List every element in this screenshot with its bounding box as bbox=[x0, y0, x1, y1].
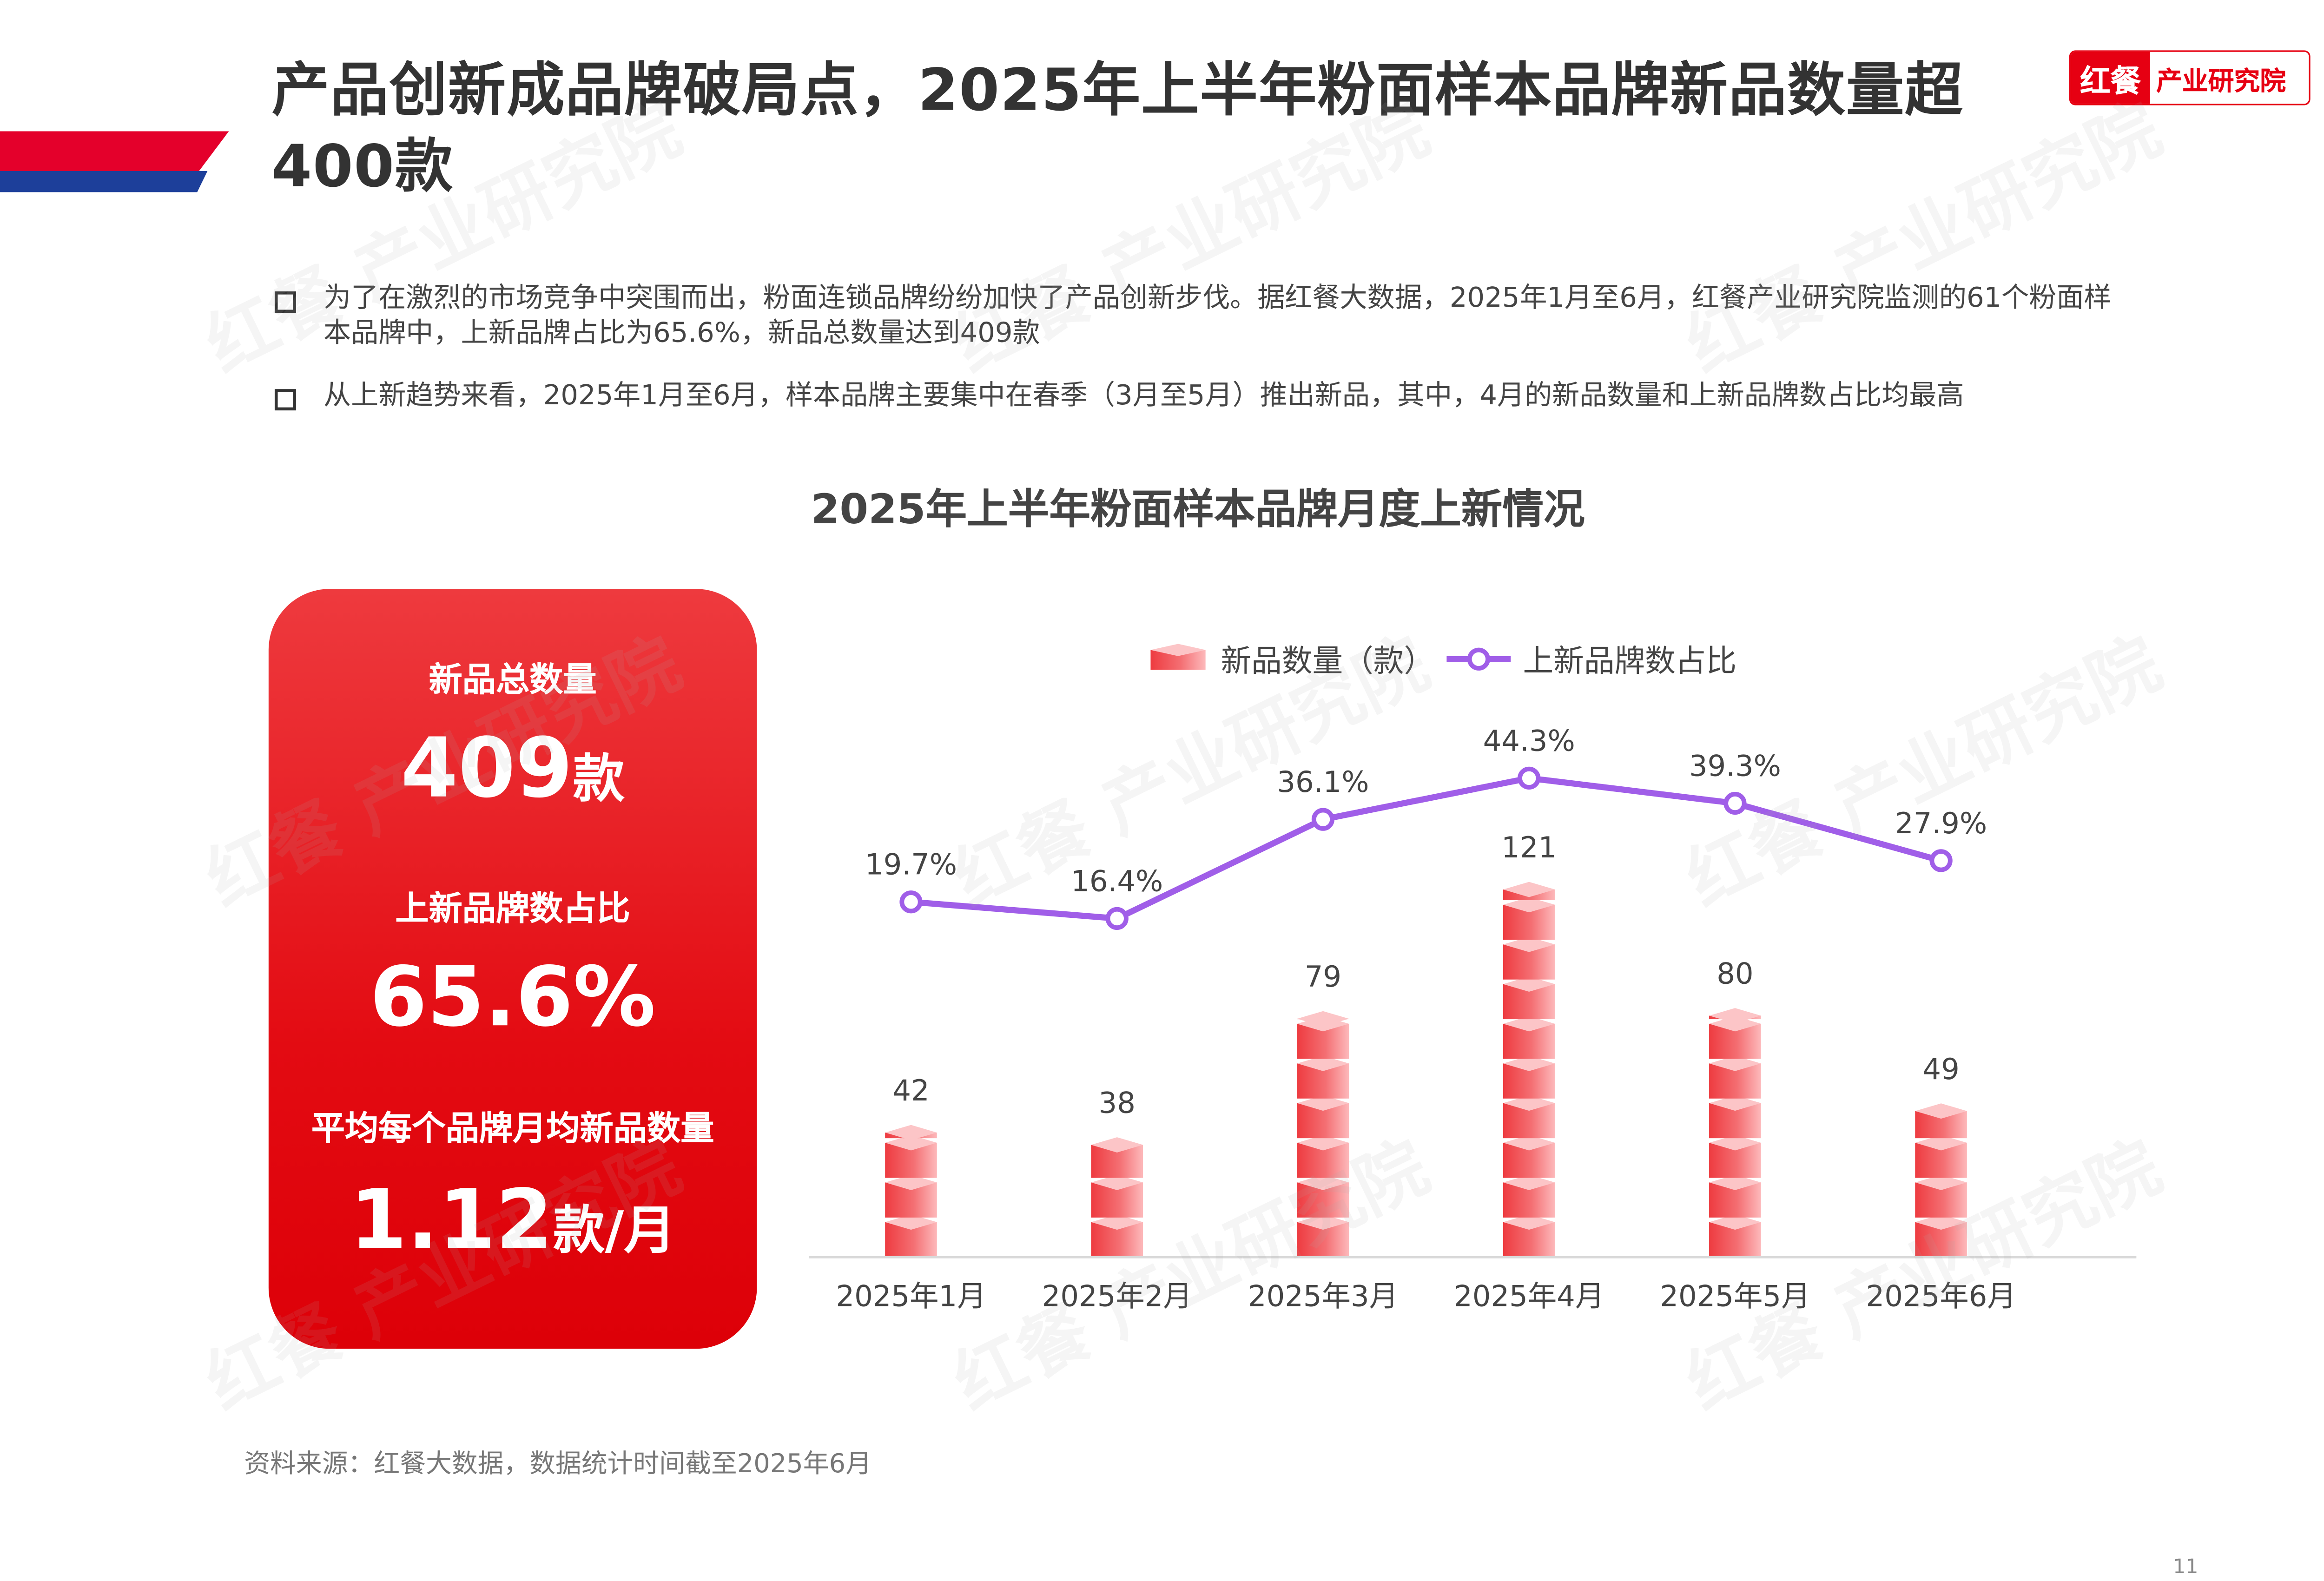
ratio-line bbox=[911, 775, 1942, 922]
ratio-value-label: 44.3% bbox=[1483, 724, 1575, 758]
source-note: 资料来源：红餐大数据，数据统计时间截至2025年6月 bbox=[244, 1449, 872, 1480]
bar-block-top bbox=[1503, 1214, 1555, 1230]
bar: 38 bbox=[1091, 1086, 1143, 1258]
ratio-point bbox=[1723, 791, 1747, 815]
logo-mark: 红餐 bbox=[2071, 52, 2150, 104]
card-label-average: 平均每个品牌月均新品数量 bbox=[311, 1111, 714, 1149]
card-value-total: 409款 bbox=[269, 723, 757, 825]
combo-chart: 新品数量（款） 上新品牌数占比 42 38 79 121 80 49 19.7% 16.4% 3… bbox=[809, 644, 2137, 1313]
chart-legend: 新品数量（款） 上新品牌数占比 bbox=[1150, 644, 1736, 679]
bar-block-top bbox=[1915, 1103, 1967, 1119]
x-tick-label: 2025年4月 bbox=[1454, 1279, 1604, 1313]
header-stripe-red bbox=[0, 131, 229, 174]
ratio-point bbox=[899, 890, 923, 914]
bar-block-top bbox=[885, 1135, 937, 1151]
bar-value-label: 80 bbox=[1717, 957, 1753, 991]
bar-block-top bbox=[1503, 1016, 1555, 1032]
bar-value-label: 38 bbox=[1099, 1086, 1136, 1120]
bar-value-label: 79 bbox=[1305, 960, 1341, 994]
bar-block-top bbox=[1503, 1095, 1555, 1111]
x-axis: 2025年1月 2025年2月 2025年3月 2025年4月 2025年5月 2025年… bbox=[809, 1256, 2137, 1313]
bar-value-label: 42 bbox=[892, 1074, 929, 1107]
bar-value-label: 121 bbox=[1501, 830, 1557, 864]
card-total-number: 409 bbox=[401, 720, 573, 817]
legend-line-marker bbox=[1467, 647, 1490, 671]
bar-block-top bbox=[1915, 1135, 1967, 1151]
ratio-point bbox=[1518, 766, 1541, 790]
ratio-point bbox=[1929, 849, 1953, 872]
x-tick-label: 2025年2月 bbox=[1042, 1279, 1192, 1313]
header-stripe-blue bbox=[0, 171, 208, 192]
bullet-list: 为了在激烈的市场竞争中突围而出，粉面连锁品牌纷纷加快了产品创新步伐。据红餐大数据… bbox=[271, 281, 2133, 441]
ratio-point bbox=[1105, 907, 1129, 930]
card-total-unit: 款 bbox=[573, 749, 625, 810]
bar-block-top bbox=[1503, 1055, 1555, 1071]
line-series: 19.7% 16.4% 36.1% 44.3% 39.3% 27.9% bbox=[865, 724, 1987, 930]
bar: 42 bbox=[885, 1074, 937, 1258]
bullet-text: 为了在激烈的市场竞争中突围而出，粉面连锁品牌纷纷加快了产品创新步伐。据红餐大数据… bbox=[324, 282, 2112, 349]
bar-block-top bbox=[885, 1174, 937, 1190]
card-average-number: 1.12 bbox=[350, 1172, 553, 1268]
bar-block-top bbox=[1503, 1174, 1555, 1190]
bar: 80 bbox=[1709, 957, 1761, 1258]
card-label-ratio: 上新品牌数占比 bbox=[395, 891, 630, 929]
bar: 49 bbox=[1915, 1052, 1967, 1258]
ratio-value-label: 16.4% bbox=[1071, 864, 1163, 898]
ratio-value-label: 36.1% bbox=[1277, 765, 1369, 799]
ratio-value-label: 27.9% bbox=[1895, 806, 1987, 840]
logo-text: 产业研究院 bbox=[2156, 66, 2286, 97]
card-value-ratio: 65.6% bbox=[370, 949, 656, 1045]
bar-block-top bbox=[1709, 1008, 1761, 1023]
ratio-value-label: 39.3% bbox=[1689, 749, 1781, 783]
bar-block-top bbox=[885, 1214, 937, 1230]
legend-label-line: 上新品牌数占比 bbox=[1523, 644, 1737, 679]
x-tick-label: 2025年6月 bbox=[1866, 1279, 2016, 1313]
square-bullet-icon bbox=[274, 291, 296, 313]
card-average-unit: 款/月 bbox=[553, 1200, 676, 1262]
bar-block-top bbox=[885, 1125, 937, 1140]
bar-block-top bbox=[1503, 897, 1555, 913]
bar-block-top bbox=[1503, 936, 1555, 952]
bar: 79 bbox=[1297, 960, 1349, 1258]
ratio-point bbox=[1311, 808, 1335, 831]
bar-block-top bbox=[1503, 976, 1555, 992]
legend-label-bars: 新品数量（款） bbox=[1221, 644, 1434, 679]
card-value-average: 1.12款/月 bbox=[269, 1172, 757, 1277]
ratio-value-label: 19.7% bbox=[865, 848, 957, 882]
bar-block-top bbox=[1503, 1135, 1555, 1151]
bar-block-top bbox=[1915, 1174, 1967, 1190]
bar-value-label: 49 bbox=[1922, 1052, 1959, 1086]
x-tick-label: 2025年3月 bbox=[1248, 1279, 1398, 1313]
bullet-text: 从上新趋势来看，2025年1月至6月，样本品牌主要集中在春季（3月至5月）推出新… bbox=[324, 380, 1964, 412]
card-label-total: 新品总数量 bbox=[429, 662, 597, 700]
chart-title: 2025年上半年粉面样本品牌月度上新情况 bbox=[811, 487, 1585, 534]
square-bullet-icon bbox=[274, 389, 296, 411]
legend-item-line: 上新品牌数占比 bbox=[1446, 644, 1736, 679]
summary-card: 新品总数量 409款 上新品牌数占比 65.6% 平均每个品牌月均新品数量 1.… bbox=[268, 589, 757, 1349]
bar-series: 42 38 79 121 80 49 bbox=[885, 830, 1967, 1258]
bar-block-top bbox=[1915, 1214, 1967, 1230]
legend-item-bars: 新品数量（款） bbox=[1150, 644, 1434, 679]
bar-block-top bbox=[1503, 882, 1555, 897]
brand-logo: 红餐 产业研究院 bbox=[2069, 50, 2311, 105]
x-tick-label: 2025年5月 bbox=[1660, 1279, 1810, 1313]
bullet-item: 从上新趋势来看，2025年1月至6月，样本品牌主要集中在春季（3月至5月）推出新… bbox=[271, 378, 2133, 414]
page-title: 产品创新成品牌破局点，2025年上半年粉面样本品牌新品数量超400款 bbox=[271, 56, 1964, 200]
page-number: 11 bbox=[2173, 1556, 2199, 1580]
bullet-item: 为了在激烈的市场竞争中突围而出，粉面连锁品牌纷纷加快了产品创新步伐。据红餐大数据… bbox=[271, 281, 2133, 351]
x-tick-label: 2025年1月 bbox=[836, 1279, 986, 1313]
bar: 121 bbox=[1501, 830, 1557, 1258]
